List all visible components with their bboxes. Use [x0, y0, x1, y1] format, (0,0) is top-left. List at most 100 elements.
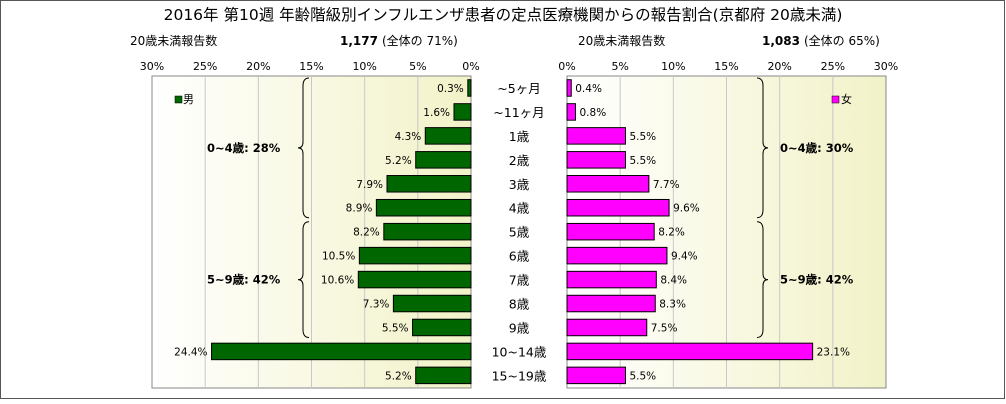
data-label-female: 0.4% — [575, 83, 602, 95]
tick-label-right: 15% — [714, 60, 738, 73]
tick-label-right: 30% — [874, 60, 898, 73]
bar-female — [566, 366, 626, 385]
tick-label-right: 0% — [558, 60, 575, 73]
annotation-left: 5~9歳: 42% — [207, 273, 281, 287]
bar-male — [392, 294, 472, 313]
right-header-count: 1,083 — [762, 34, 800, 48]
left-header-share: (全体の 71%) — [382, 33, 458, 48]
category-label: 15~19歳 — [492, 368, 547, 383]
male-bars: 0.3%1.6%4.3%5.2%7.9%8.9%8.2%10.5%10.6%7.… — [174, 79, 472, 385]
right-header-label: 20歳未満報告数 — [578, 33, 665, 48]
tick-label-right: 5% — [611, 60, 628, 73]
data-label-female: 8.3% — [659, 299, 686, 311]
data-label-female: 8.4% — [660, 275, 687, 287]
annotation-right: 0~4歳: 30% — [780, 141, 854, 155]
data-label-male: 7.9% — [356, 179, 383, 191]
legend-female-swatch — [831, 95, 840, 104]
female-bars: 0.4% 0.8% 5.5% 5.5% 7.7% 9.6% 8.2% 9.4% 8.4% 8.3%… — [566, 79, 850, 385]
tick-label-left: 15% — [299, 60, 323, 73]
right-header-share: (全体の 65%) — [804, 33, 880, 48]
data-label-male: 10.6% — [321, 275, 354, 287]
bar-female — [566, 127, 626, 145]
data-label-male: 5.2% — [385, 370, 412, 382]
category-label: 3歳 — [509, 177, 530, 192]
data-label-male: 1.6% — [423, 107, 450, 119]
chart-title: 2016年 第10週 年齢階級別インフルエンザ患者の定点医療機関からの報告割合(… — [164, 6, 843, 24]
age-group-brackets: 0~4歳: 28% 5~9歳: 42% 0~4歳: 30% 5~9歳: 42% — [207, 77, 854, 338]
data-label-male: 8.9% — [346, 203, 373, 215]
bar-male — [467, 79, 472, 97]
legend-male-label: 男 — [183, 93, 194, 106]
bar-female — [566, 198, 670, 217]
bar-female — [566, 318, 648, 337]
data-label-female: 9.6% — [673, 203, 700, 215]
bar-female — [566, 79, 572, 97]
bracket-right — [756, 221, 769, 338]
data-label-female: 0.8% — [580, 107, 607, 119]
tick-label-right: 20% — [767, 60, 791, 73]
legend-male-swatch — [174, 95, 183, 104]
data-label-male: 0.3% — [437, 83, 464, 95]
bar-male — [211, 342, 472, 361]
data-label-female: 5.5% — [629, 370, 656, 382]
data-label-female: 5.5% — [629, 155, 656, 167]
bracket-right — [756, 77, 769, 219]
tick-label-right: 10% — [661, 60, 685, 73]
category-label: 5歳 — [509, 225, 530, 240]
left-header-label: 20歳未満報告数 — [130, 33, 217, 48]
tick-label-left: 30% — [140, 60, 164, 73]
bar-male — [383, 222, 472, 241]
bar-male — [357, 270, 472, 289]
bar-female — [566, 222, 655, 241]
left-header-count: 1,177 — [340, 34, 378, 48]
bracket-left — [297, 221, 310, 338]
category-label: 2歳 — [509, 153, 530, 168]
data-label-male: 4.3% — [395, 131, 422, 143]
data-label-male: 10.5% — [322, 251, 355, 263]
category-label: 10~14歳 — [492, 344, 547, 359]
annotation-left: 0~4歳: 28% — [207, 141, 281, 155]
data-label-female: 5.5% — [629, 131, 656, 143]
category-label: 6歳 — [509, 249, 530, 264]
bar-female — [566, 151, 626, 169]
category-label: 9歳 — [509, 320, 530, 335]
left-axis-ticks: 30% 25% 20% 15% 10% 5% 0% — [140, 60, 480, 73]
bar-male — [386, 175, 472, 193]
tick-label-left: 20% — [246, 60, 270, 73]
tick-label-left: 0% — [462, 60, 479, 73]
data-label-male: 8.2% — [353, 227, 380, 239]
tick-label-left: 10% — [352, 60, 376, 73]
bar-male — [415, 151, 472, 169]
annotation-right: 5~9歳: 42% — [780, 273, 854, 287]
bar-female — [566, 246, 668, 265]
category-label: 8歳 — [509, 297, 530, 312]
category-labels: ~5ヶ月 ~11ヶ月 1歳 2歳 3歳 4歳 5歳 6歳 7歳 8歳 9歳 10~14歳 15~19歳 — [492, 81, 547, 383]
data-label-female: 9.4% — [671, 251, 698, 263]
bar-female — [566, 294, 656, 313]
bar-female — [566, 270, 657, 289]
category-label: 7歳 — [509, 273, 530, 288]
data-label-female: 8.2% — [658, 227, 685, 239]
category-label: 4歳 — [509, 201, 530, 216]
category-label: ~11ヶ月 — [493, 105, 544, 120]
bar-female — [566, 103, 577, 121]
legend-female-label: 女 — [841, 92, 852, 106]
bar-male — [358, 246, 472, 265]
data-label-male: 24.4% — [174, 346, 207, 358]
bar-male — [453, 103, 472, 121]
data-label-female: 7.7% — [653, 179, 680, 191]
bar-female — [566, 342, 814, 361]
tick-label-right: 25% — [821, 60, 845, 73]
bar-male — [375, 198, 472, 217]
category-label: 1歳 — [509, 129, 530, 144]
data-label-female: 23.1% — [817, 346, 850, 358]
bar-male — [424, 127, 472, 145]
right-axis-ticks: 0% 5% 10% 15% 20% 25% 30% — [558, 60, 898, 73]
data-label-male: 5.2% — [385, 155, 412, 167]
category-label: ~5ヶ月 — [497, 81, 540, 96]
bar-male — [412, 318, 472, 337]
tick-label-left: 25% — [193, 60, 217, 73]
bar-female — [566, 175, 650, 193]
